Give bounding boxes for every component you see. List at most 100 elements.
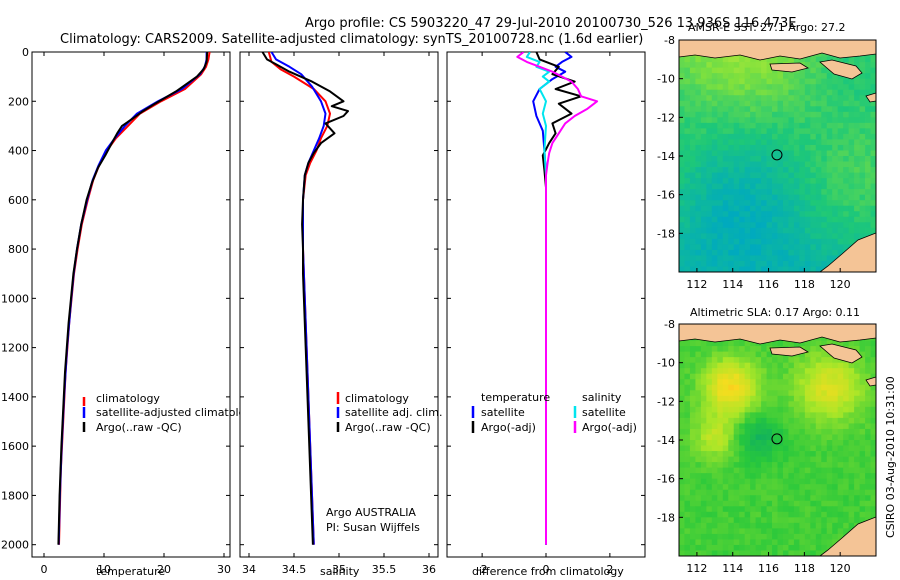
- map-cell: [859, 62, 866, 69]
- map-cell: [810, 216, 817, 223]
- map-cell: [728, 417, 735, 424]
- map-cell: [793, 412, 800, 419]
- map-cell: [700, 362, 707, 369]
- map-cell: [750, 412, 757, 419]
- map-cell: [755, 528, 762, 535]
- map-cell: [870, 67, 876, 74]
- map-cell: [859, 161, 866, 168]
- map-cell: [826, 211, 833, 218]
- map-cell: [843, 489, 850, 496]
- map-cell: [700, 238, 707, 245]
- map-cell: [717, 406, 724, 413]
- map-cell: [870, 172, 876, 179]
- map-cell: [766, 227, 773, 234]
- map-cell: [793, 84, 800, 91]
- map-cell: [722, 434, 729, 441]
- map-cell: [772, 89, 778, 96]
- map-cell: [744, 260, 751, 267]
- map-cell: [733, 506, 740, 513]
- map-cell: [761, 89, 767, 96]
- map-cell: [755, 550, 762, 556]
- map-cell: [717, 73, 724, 80]
- map-cell: [821, 379, 828, 386]
- map-cell: [843, 222, 850, 229]
- map-cell: [722, 117, 729, 124]
- map-cell: [772, 517, 778, 524]
- map-cell: [684, 517, 691, 524]
- map-cell: [826, 200, 833, 207]
- map-cell: [706, 167, 713, 173]
- map-cell: [744, 467, 751, 474]
- map-cell: [870, 128, 876, 135]
- map-cell: [711, 62, 718, 69]
- map-cell: [706, 189, 713, 196]
- x-tick-label: 114: [722, 562, 743, 575]
- map-cell: [826, 544, 833, 551]
- map-cell: [832, 478, 839, 485]
- map-cell: [679, 62, 685, 69]
- map-cell: [782, 395, 789, 402]
- map-cell: [755, 233, 762, 240]
- map-cell: [832, 473, 839, 480]
- map-cell: [711, 95, 718, 102]
- map-cell: [700, 500, 707, 507]
- map-cell: [679, 539, 685, 546]
- map-cell: [810, 73, 817, 80]
- map-cell: [733, 544, 740, 551]
- map-cell: [821, 489, 828, 496]
- map-cell: [832, 406, 839, 413]
- map-cell: [815, 395, 822, 402]
- map-cell: [821, 533, 828, 540]
- map-cell: [843, 111, 850, 118]
- map-cell: [684, 233, 691, 240]
- map-cell: [782, 238, 789, 245]
- map-cell: [788, 390, 795, 397]
- map-cell: [788, 451, 795, 457]
- map-cell: [826, 227, 833, 234]
- map-cell: [755, 506, 762, 513]
- map-cell: [695, 445, 702, 452]
- map-cell: [804, 200, 811, 207]
- map-cell: [810, 95, 817, 102]
- map-cell: [859, 500, 866, 507]
- map-cell: [810, 128, 817, 135]
- map-cell: [750, 95, 757, 102]
- map-cell: [821, 423, 828, 430]
- map-cell: [865, 368, 871, 375]
- map-cell: [722, 100, 729, 107]
- map-cell: [788, 401, 795, 408]
- map-cell: [689, 445, 696, 452]
- map-cell: [821, 362, 828, 369]
- map-cell: [679, 172, 685, 179]
- map-cell: [870, 373, 876, 380]
- map-cell: [772, 401, 778, 408]
- map-cell: [793, 233, 800, 240]
- map-cell: [695, 111, 702, 118]
- map-cell: [684, 412, 691, 419]
- map-cell: [848, 428, 855, 435]
- map-cell: [739, 489, 746, 496]
- map-cell: [717, 417, 724, 424]
- map-cell: [728, 384, 735, 391]
- map-cell: [782, 260, 789, 267]
- map-cell: [821, 167, 828, 173]
- map-cell: [761, 167, 767, 173]
- map-cell: [865, 117, 871, 124]
- map-cell: [848, 122, 855, 129]
- map-cell: [733, 233, 740, 240]
- map-cell: [859, 346, 866, 353]
- map-cell: [826, 495, 833, 502]
- map-cell: [815, 445, 822, 452]
- map-cell: [854, 379, 860, 386]
- x-tick-label: 35.5: [372, 563, 397, 576]
- map-cell: [804, 95, 811, 102]
- map-cell: [750, 539, 757, 546]
- map-cell: [848, 517, 855, 524]
- map-cell: [700, 255, 707, 262]
- map-cell: [750, 451, 757, 457]
- map-cell: [843, 517, 850, 524]
- map-cell: [859, 205, 866, 212]
- map-cell: [750, 473, 757, 480]
- map-cell: [679, 167, 685, 173]
- map-cell: [761, 211, 767, 218]
